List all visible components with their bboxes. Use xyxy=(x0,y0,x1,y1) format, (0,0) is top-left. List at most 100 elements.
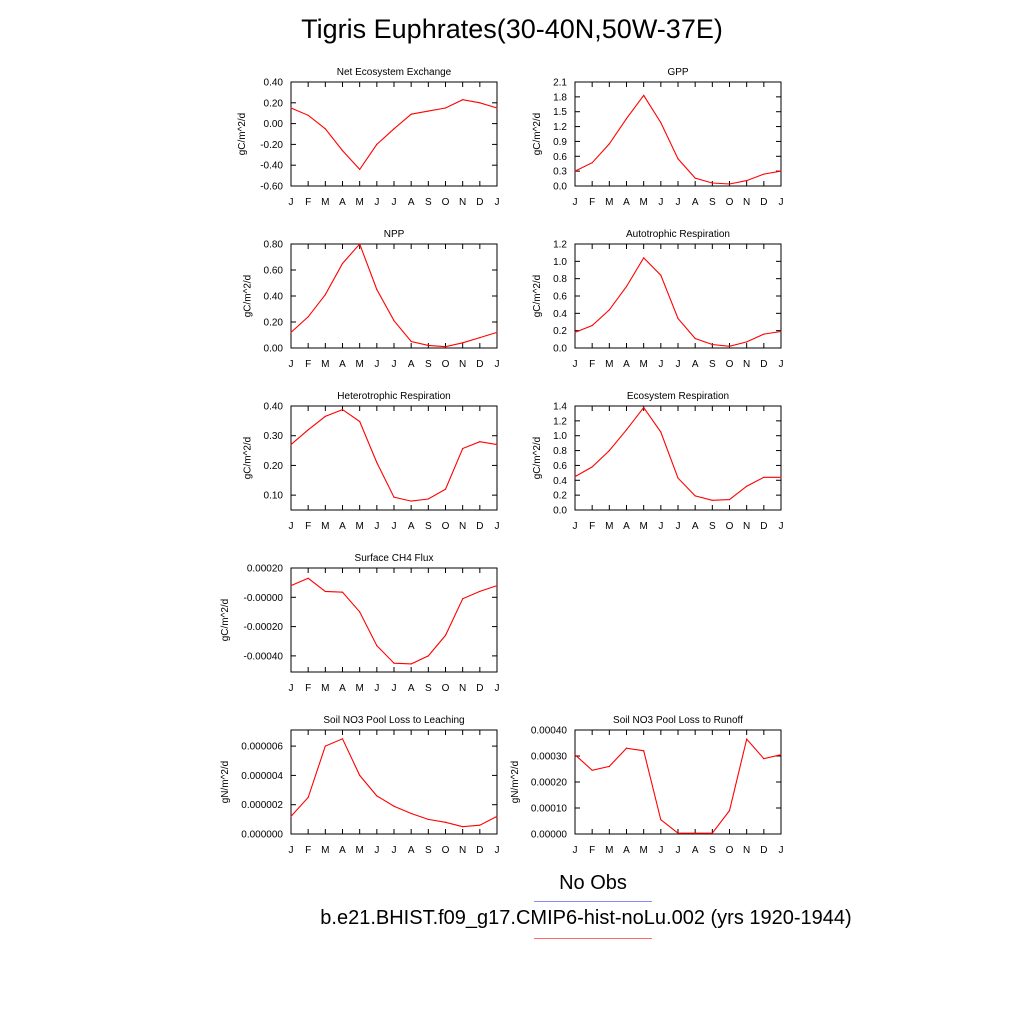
data-point xyxy=(660,274,662,276)
x-tick-label: J xyxy=(779,845,784,856)
x-tick-label: M xyxy=(355,359,363,370)
y-tick-label: -0.00040 xyxy=(244,651,284,662)
x-tick-label: J xyxy=(495,845,500,856)
x-tick-label: A xyxy=(623,521,630,532)
data-point xyxy=(290,444,292,446)
data-point xyxy=(711,832,713,834)
data-point xyxy=(376,461,378,464)
data-point xyxy=(591,162,593,164)
y-tick-label: 0.000006 xyxy=(241,742,283,753)
x-tick-label: M xyxy=(355,521,363,532)
panel-title: NPP xyxy=(384,229,405,240)
panel-title: Ecosystem Respiration xyxy=(627,391,729,402)
y-tick-label: 1.4 xyxy=(553,402,567,413)
data-point xyxy=(359,243,361,245)
data-point xyxy=(307,577,309,579)
x-tick-label: O xyxy=(726,521,734,532)
data-point xyxy=(290,107,292,109)
x-tick-label: A xyxy=(408,683,415,694)
x-tick-label: J xyxy=(676,359,681,370)
data-point xyxy=(763,333,765,335)
x-tick-label: J xyxy=(495,683,500,694)
data-point xyxy=(462,826,464,828)
data-point xyxy=(427,498,429,500)
x-tick-label: D xyxy=(476,359,483,370)
data-point xyxy=(728,810,731,812)
y-tick-label: 0.9 xyxy=(553,137,567,148)
data-point xyxy=(694,337,696,340)
y-tick-label: 0.00 xyxy=(264,119,284,130)
data-point xyxy=(324,415,326,417)
panel-ecosystem-respiration: J F M A M J J A S O N D J1.41.21.00.80.60.40.20.0Eco… xyxy=(532,391,783,532)
data-point xyxy=(574,475,576,478)
y-tick-label: 0.6 xyxy=(553,152,567,163)
series-line xyxy=(290,408,498,502)
x-tick-label: A xyxy=(692,197,699,208)
x-tick-label: F xyxy=(305,683,311,694)
y-tick-label: 0.00000 xyxy=(531,830,568,841)
data-point xyxy=(359,420,361,423)
data-point xyxy=(496,107,498,109)
panel-title: Net Ecosystem Exchange xyxy=(337,67,452,78)
x-tick-label: S xyxy=(425,845,432,856)
data-point xyxy=(660,819,662,821)
data-point xyxy=(763,173,765,175)
y-tick-label: 0.20 xyxy=(264,98,284,109)
y-tick-label: 0.00030 xyxy=(531,752,568,763)
y-tick-label: 1.0 xyxy=(553,257,567,268)
data-point xyxy=(660,122,662,124)
y-tick-label: 0.8 xyxy=(553,274,567,285)
data-point xyxy=(427,655,429,657)
data-point xyxy=(393,662,395,664)
data-point xyxy=(479,102,481,104)
x-tick-label: J xyxy=(573,845,578,856)
x-tick-label: M xyxy=(605,359,613,370)
x-tick-label: N xyxy=(743,845,750,856)
x-tick-label: N xyxy=(459,845,466,856)
data-point xyxy=(591,769,593,771)
data-point xyxy=(694,177,696,179)
x-tick-label: O xyxy=(442,845,450,856)
x-tick-label: F xyxy=(589,845,595,856)
data-point xyxy=(290,815,292,818)
data-point xyxy=(307,429,309,431)
y-tick-label: 0.00040 xyxy=(531,726,568,737)
x-tick-label: F xyxy=(589,359,595,370)
data-point xyxy=(376,795,378,797)
panel-net-ecosystem-exchange: J F M A M J J A S O N D J0.400.200.00-0.20-0.40-0.60… xyxy=(237,67,500,208)
x-tick-label: F xyxy=(305,845,311,856)
data-point xyxy=(290,331,292,333)
plot-frame xyxy=(574,243,782,349)
x-tick-label: A xyxy=(408,845,415,856)
x-tick-label: J xyxy=(374,197,379,208)
data-point xyxy=(677,158,679,160)
data-point xyxy=(591,466,593,468)
legend-line-obs xyxy=(534,901,652,902)
data-point xyxy=(479,337,481,339)
data-point xyxy=(341,262,344,265)
series-line xyxy=(574,94,782,185)
y-tick-label: 0.20 xyxy=(264,461,284,472)
y-tick-label: 0.00010 xyxy=(531,804,568,815)
y-tick-label: 0.0 xyxy=(553,182,567,193)
data-point xyxy=(608,309,610,311)
x-tick-label: J xyxy=(289,359,294,370)
data-point xyxy=(410,812,412,815)
data-point xyxy=(643,257,645,259)
panel-npp: J F M A M J J A S O N D J0.800.600.400.200.00NPPgC/m… xyxy=(243,229,500,370)
plot-frame xyxy=(574,405,782,511)
x-tick-label: F xyxy=(305,359,311,370)
data-point xyxy=(711,343,713,346)
data-point xyxy=(677,317,679,320)
x-tick-label: M xyxy=(321,197,329,208)
panel-title: Surface CH4 Flux xyxy=(355,553,434,564)
data-point xyxy=(479,824,481,826)
data-point xyxy=(290,584,292,587)
x-tick-label: A xyxy=(623,197,630,208)
panel-soil-no3-pool-loss-to-leaching: J F M A M J J A S O N D J0.0000060.0000040.0000020.0… xyxy=(220,715,499,856)
x-tick-label: M xyxy=(639,521,647,532)
y-tick-label: 0.2 xyxy=(553,326,567,337)
x-tick-label: S xyxy=(425,197,432,208)
series-line xyxy=(290,577,498,665)
